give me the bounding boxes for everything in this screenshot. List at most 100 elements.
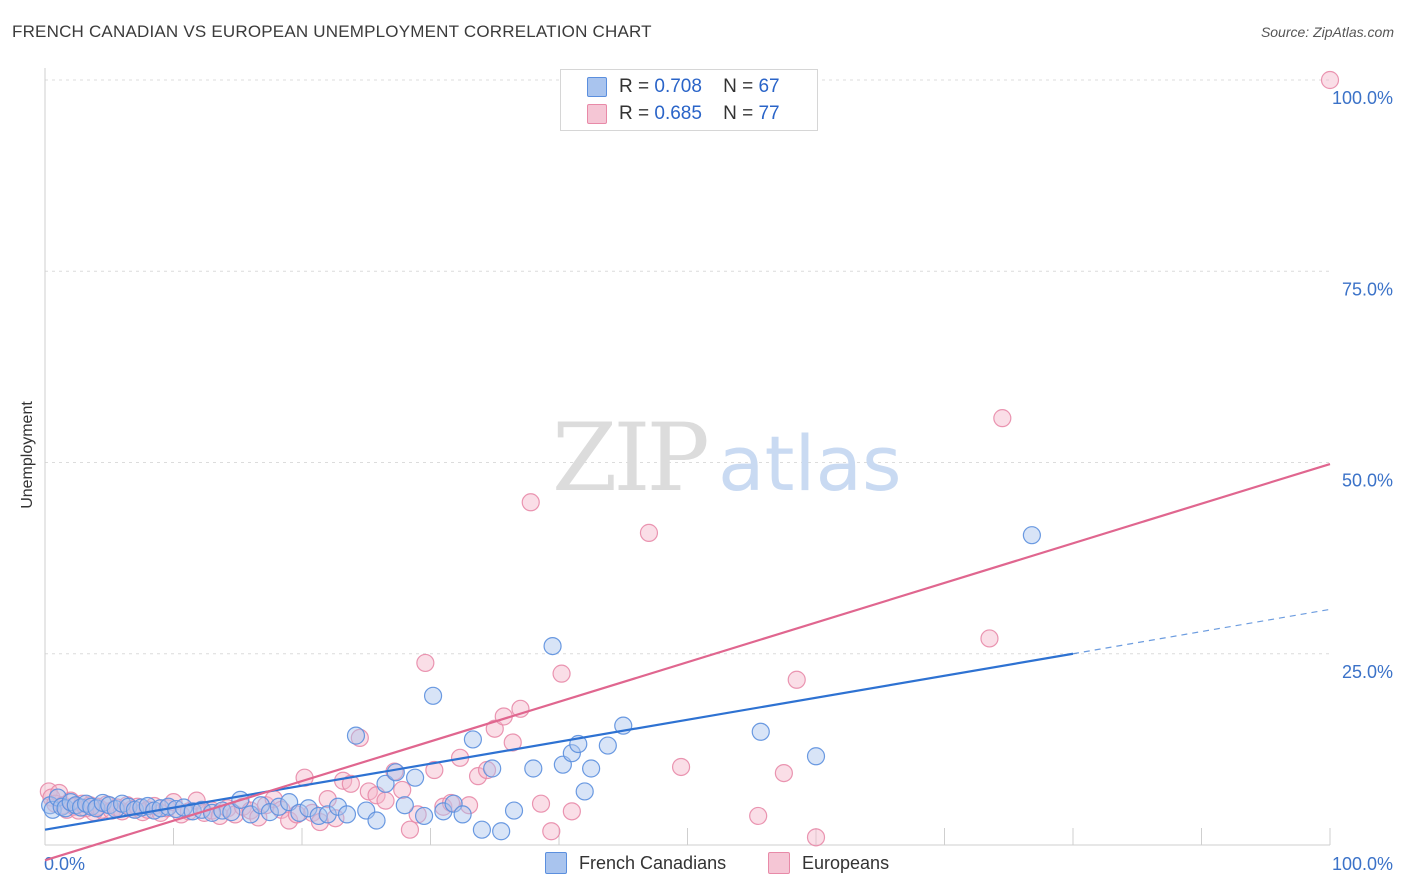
legend-label: French Canadians — [579, 852, 727, 873]
data-point — [787, 670, 806, 689]
stats-n-label: N = — [723, 76, 754, 97]
french-canadians-points — [41, 526, 1041, 841]
data-point — [774, 763, 793, 783]
data-point — [269, 797, 288, 816]
axes — [44, 68, 1331, 846]
data-point — [425, 760, 444, 780]
legend-swatch-pink — [768, 852, 790, 874]
data-point — [1320, 70, 1340, 90]
data-point — [318, 789, 337, 809]
data-point — [671, 757, 691, 777]
data-point — [386, 763, 405, 782]
data-point — [434, 802, 453, 821]
data-point — [1022, 526, 1041, 545]
stats-n-value: 67 — [758, 76, 780, 97]
legend-swatch-blue — [545, 852, 567, 874]
data-point — [61, 793, 80, 812]
data-point — [980, 629, 999, 648]
data-point — [562, 802, 581, 821]
y-tick-label: 25.0% — [1342, 662, 1393, 682]
data-point — [492, 822, 511, 841]
watermark-atlas: atlas — [718, 419, 902, 508]
stats-row-europeans: R = 0.685 N = 77 — [587, 102, 780, 126]
stats-box: R = 0.708 N = 67 R = 0.685 N = 77 — [560, 69, 818, 131]
data-point — [543, 636, 562, 656]
stats-n-value: 77 — [758, 103, 780, 124]
data-point — [806, 828, 826, 847]
trend-line-extension — [1072, 608, 1331, 655]
x-tick-label-max: 100.0% — [1332, 854, 1393, 874]
data-point — [503, 733, 522, 752]
data-point — [453, 805, 472, 824]
data-point — [531, 794, 551, 813]
data-point — [310, 812, 330, 832]
stats-r-value: 0.685 — [654, 103, 702, 124]
watermark: ZIP atlas — [552, 404, 902, 513]
stats-r-label: R = — [619, 76, 650, 97]
source-label: Source: ZipAtlas.com — [1260, 24, 1394, 40]
data-point — [463, 730, 483, 749]
data-point — [639, 523, 659, 542]
tick-labels: 25.0% 50.0% 75.0% 100.0% 0.0% 100.0% — [44, 88, 1393, 874]
data-point — [483, 759, 502, 778]
data-point — [395, 796, 414, 815]
y-tick-label: 75.0% — [1342, 279, 1393, 299]
data-point — [485, 719, 504, 738]
data-point — [309, 806, 328, 826]
data-point — [346, 726, 366, 745]
stats-n-label: N = — [723, 103, 754, 124]
data-point — [993, 409, 1012, 428]
data-point — [524, 759, 543, 778]
x-tick-label-min: 0.0% — [44, 854, 85, 874]
data-point — [408, 805, 427, 824]
data-point — [459, 796, 479, 815]
stats-r-value: 0.708 — [654, 76, 702, 97]
legend-item-french-canadians[interactable]: French Canadians — [545, 852, 726, 874]
data-point — [376, 791, 395, 810]
data-point — [299, 799, 318, 818]
data-point — [414, 806, 434, 826]
trend-lines — [44, 462, 1331, 862]
stats-swatch-pink — [587, 104, 607, 124]
chart-title: FRENCH CANADIAN VS EUROPEAN UNEMPLOYMENT… — [12, 22, 652, 41]
data-point — [598, 736, 617, 755]
legend-item-europeans[interactable]: Europeans — [768, 852, 889, 874]
data-point — [341, 774, 360, 793]
stats-swatch-blue — [587, 77, 607, 97]
data-point — [504, 801, 524, 820]
grid — [45, 79, 1330, 655]
data-point — [423, 686, 443, 705]
data-point — [405, 768, 425, 787]
data-point — [241, 805, 260, 824]
data-point — [542, 822, 561, 841]
trend-line-europeans — [44, 462, 1331, 862]
data-point — [318, 805, 337, 824]
data-point — [468, 767, 488, 786]
data-point — [393, 780, 412, 800]
data-point — [806, 747, 826, 766]
data-point — [400, 820, 420, 839]
stats-row-french-canadians: R = 0.708 N = 67 — [587, 75, 780, 99]
data-point — [337, 805, 357, 824]
watermark-zip: ZIP — [552, 404, 706, 513]
data-point — [582, 759, 601, 778]
data-point — [749, 806, 768, 826]
data-point — [751, 722, 770, 741]
data-point — [472, 820, 491, 839]
trend-line-french-canadians — [44, 652, 1074, 831]
data-point — [552, 664, 571, 683]
data-point — [416, 653, 435, 673]
y-tick-label: 50.0% — [1342, 471, 1393, 491]
data-point — [260, 803, 279, 822]
stats-r-label: R = — [619, 103, 650, 124]
data-point — [367, 811, 386, 830]
legend-label: Europeans — [802, 852, 890, 873]
data-point — [521, 493, 540, 512]
data-point — [376, 774, 395, 793]
data-point — [575, 782, 594, 801]
data-point — [251, 796, 270, 815]
data-point — [290, 803, 309, 822]
y-tick-label: 100.0% — [1332, 88, 1393, 108]
data-point — [562, 744, 581, 763]
